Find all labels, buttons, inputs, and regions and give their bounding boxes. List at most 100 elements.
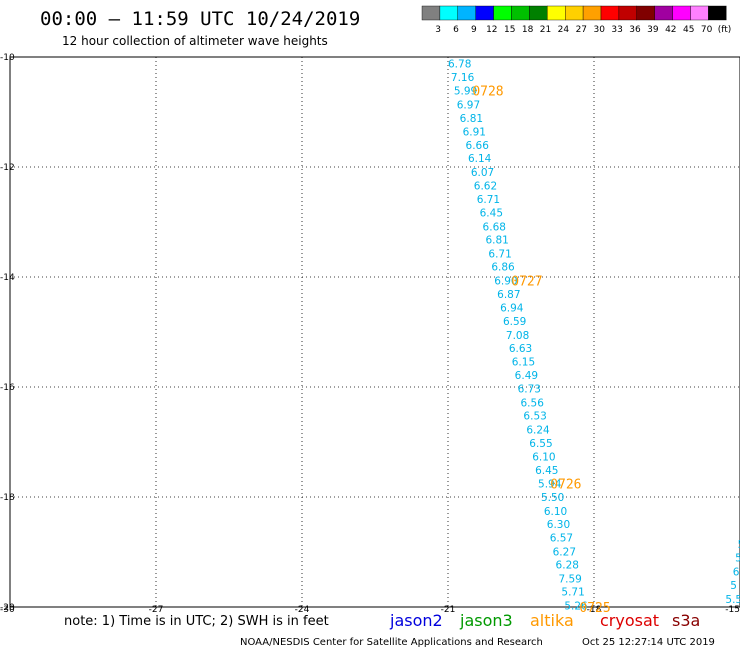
x-tick-label: -27: [149, 605, 164, 615]
wave-height-label: 6.94: [500, 302, 524, 314]
color-scale-swatch: [600, 5, 620, 21]
wave-height-label: 6.62: [474, 181, 497, 193]
color-scale-label: 24: [558, 25, 570, 35]
color-scale-swatch: [547, 5, 566, 21]
wave-height-label: 6.68: [483, 221, 506, 233]
color-scale-label: 9: [471, 25, 477, 35]
wave-height-label: 6.87: [497, 289, 520, 301]
color-scale-swatch: [690, 5, 709, 21]
wave-height-label: 6.91: [463, 126, 486, 138]
wave-height-label: 5.26: [564, 600, 588, 612]
y-tick-label: -14: [0, 273, 15, 283]
wave-height-label: 5.50: [541, 492, 564, 504]
wave-height-label: 6.55: [529, 438, 552, 450]
color-scale-label: 3: [435, 25, 441, 35]
wave-height-label: 6.07: [471, 167, 494, 179]
pass-time-label: 0728: [472, 85, 503, 100]
pass-time-label: 0725: [579, 601, 610, 616]
chart-subtitle: 12 hour collection of altimeter wave hei…: [62, 34, 328, 48]
wave-height-label: 6.15: [512, 357, 535, 369]
y-tick-label: -12: [0, 163, 15, 173]
color-scale-swatch: [475, 5, 494, 21]
wave-height-label: 6.86: [491, 262, 515, 274]
y-tick-label: -16: [0, 383, 15, 393]
wave-height-label: 6.45: [480, 208, 503, 220]
wave-height-label: 6.66: [466, 140, 490, 152]
wave-height-label: 6.97: [457, 99, 480, 111]
wave-height-label: 6: [733, 566, 740, 578]
pass-time-label: 0727: [511, 274, 542, 289]
wave-height-label: 6.81: [485, 235, 508, 247]
wave-height-points: 6.787.165.996.976.816.916.666.146.076.62…: [448, 59, 740, 613]
wave-height-label: 6.30: [547, 519, 570, 531]
color-scale-swatch: [636, 5, 655, 21]
wave-height-label: 6.71: [488, 248, 511, 260]
pass-time-annotations: 0728 0727 0726 0725: [472, 85, 610, 616]
wave-height-label: 6.57: [550, 533, 573, 545]
satellite-legend-s3a: s3a: [672, 611, 700, 630]
color-scale-label: 21: [540, 25, 551, 35]
grid: [10, 57, 740, 607]
wave-height-label: 6.45: [535, 465, 558, 477]
wave-height-label: 6.53: [523, 411, 546, 423]
satellite-legend: jason2 jason3 altika cryosat s3a: [389, 611, 700, 630]
plot-area: -10 -12 -14 -16 -18 -20 -30 -27 -24 -21 -18 -15 6.…: [0, 53, 740, 616]
color-scale-swatch: [457, 5, 476, 21]
wave-height-label: 6.10: [544, 506, 567, 518]
x-tick-label: -30: [0, 605, 15, 615]
color-scale-label: 45: [683, 25, 694, 35]
color-scale-swatch: [582, 5, 602, 21]
color-scale-label: 15: [504, 25, 515, 35]
y-axis-ticks: -10 -12 -14 -16 -18 -20: [0, 53, 15, 613]
color-scale-swatch: [565, 5, 584, 21]
wave-height-label: 7.08: [506, 330, 529, 342]
wave-height-label: 6.28: [556, 560, 579, 572]
color-scale-swatch: [618, 5, 638, 21]
wave-height-label: 6.24: [526, 424, 550, 436]
color-scale-label: (ft): [718, 25, 732, 35]
chart-title: 00:00 — 11:59 UTC 10/24/2019: [40, 8, 360, 30]
wave-height-label: 6.59: [503, 316, 526, 328]
x-tick-label: -21: [441, 605, 456, 615]
x-tick-label: -15: [725, 605, 740, 615]
x-tick-label: -24: [295, 605, 310, 615]
wave-height-label: 6.78: [448, 59, 471, 71]
wave-height-label: 5.5: [725, 594, 740, 606]
color-scale-label: 33: [611, 25, 622, 35]
wave-height-label: 5.94: [538, 478, 562, 490]
satellite-legend-jason2: jason2: [389, 611, 443, 630]
color-scale-label: 70: [701, 25, 713, 35]
color-scale-swatch: [493, 5, 512, 21]
color-scale-swatch: [439, 5, 458, 21]
footer-credit: NOAA/NESDIS Center for Satellite Applica…: [240, 637, 543, 648]
wave-height-label: 6.90: [494, 275, 517, 287]
wave-height-label: 6.56: [521, 397, 545, 409]
color-scale-swatch: [529, 5, 548, 21]
wave-height-label: 5.71: [561, 587, 584, 599]
wave-height-label: 6.63: [509, 343, 532, 355]
x-axis-ticks: -30 -27 -24 -21 -18 -15: [0, 605, 740, 615]
x-tick-label: -18: [587, 605, 602, 615]
color-scale-label: 6: [453, 25, 459, 35]
wave-height-label: 6.49: [515, 370, 538, 382]
color-scale-label: 12: [486, 25, 497, 35]
color-scale-label: 39: [647, 25, 659, 35]
wave-height-label: 6.71: [477, 194, 500, 206]
wave-height-label: 5: [735, 553, 740, 565]
wave-height-label: 6.81: [460, 113, 483, 125]
satellite-legend-cryosat: cryosat: [600, 611, 659, 630]
wave-height-label: 5: [738, 539, 740, 551]
wave-height-label: 7.59: [558, 573, 581, 585]
color-scale-label: 30: [593, 25, 605, 35]
wave-height-label: 5.99: [454, 86, 477, 98]
color-scale-swatch: [511, 5, 530, 21]
color-scale-swatch: [654, 5, 673, 21]
color-scale-label: 27: [576, 25, 587, 35]
wave-height-label: 7.16: [451, 72, 475, 84]
y-tick-label: -10: [0, 53, 15, 63]
legend-note: note: 1) Time is in UTC; 2) SWH is in fe…: [64, 614, 329, 629]
wave-height-label: 5: [730, 580, 737, 592]
pass-time-label: 0726: [550, 477, 581, 492]
footer-timestamp: Oct 25 12:27:14 UTC 2019: [582, 637, 715, 648]
